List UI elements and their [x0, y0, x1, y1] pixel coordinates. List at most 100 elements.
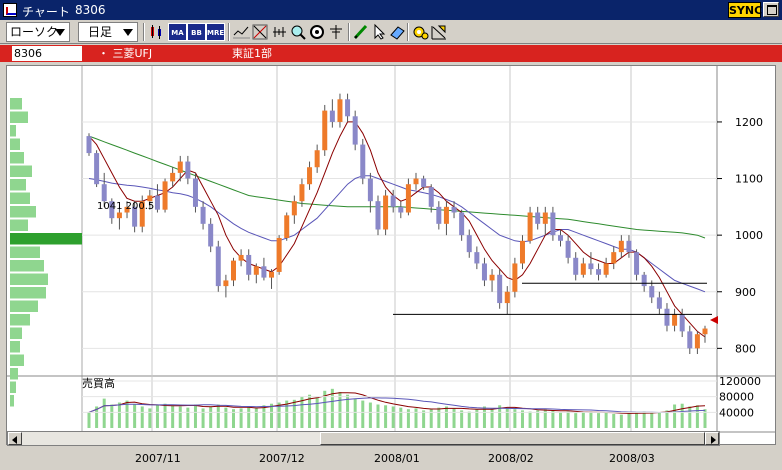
ma-icon[interactable]: MA — [168, 23, 187, 41]
cross-icon[interactable] — [251, 23, 270, 41]
candle-body — [246, 254, 252, 275]
candle-body — [519, 240, 525, 264]
candle-body — [421, 178, 427, 188]
scale-icon[interactable] — [270, 23, 289, 41]
trend-icon[interactable] — [232, 23, 251, 41]
volume-bar — [680, 403, 684, 428]
line-draw-icon[interactable] — [430, 23, 449, 41]
volume-bar — [475, 409, 479, 428]
date-label: 2008/03 — [609, 452, 655, 465]
volume-profile-label: 1041 200.5 — [97, 201, 154, 212]
volume-bar — [376, 404, 380, 428]
volume-profile-bar — [10, 395, 14, 407]
volume-profile-bar — [10, 368, 18, 380]
volume-bar — [490, 408, 494, 428]
volume-bar — [95, 406, 99, 428]
volume-bar — [604, 412, 608, 428]
candle-body — [527, 212, 533, 241]
candle-body — [337, 99, 343, 122]
date-label: 2007/11 — [135, 452, 181, 465]
volume-bar — [551, 410, 555, 428]
volume-bar — [460, 410, 464, 428]
price-tick-label: 900 — [735, 286, 756, 299]
candle-body — [390, 195, 396, 207]
volume-bar — [110, 404, 114, 428]
candle-body — [352, 116, 358, 145]
candle-body — [481, 263, 487, 281]
volume-bar — [391, 406, 395, 428]
scroll-right-button[interactable] — [705, 432, 719, 445]
price-tick-label: 1000 — [735, 229, 763, 242]
eraser-icon[interactable] — [388, 23, 407, 41]
candle-body — [132, 206, 138, 227]
symbol-bar: 8306 ・ 三菱UFJ 東証1部 — [0, 45, 782, 62]
candle-body — [649, 286, 655, 298]
candle-body — [634, 252, 640, 275]
symbol-code-field[interactable]: 8306 — [12, 46, 82, 61]
arrow-left-icon — [12, 436, 17, 444]
volume-bar — [384, 405, 388, 428]
candle-body — [147, 195, 153, 202]
sync-button[interactable]: SYNC — [728, 2, 763, 18]
volume-bar — [543, 409, 547, 428]
horizontal-scrollbar[interactable] — [7, 431, 720, 446]
chart-panel[interactable]: 1200 1100 1000 900 800 120000 80000 40000 売買高 … — [6, 65, 776, 445]
candle-body — [94, 153, 100, 185]
volume-bar — [536, 410, 540, 428]
volume-profile-bar — [10, 206, 36, 218]
volume-bar — [452, 408, 456, 428]
scroll-left-button[interactable] — [8, 432, 22, 445]
maximize-button[interactable] — [763, 2, 779, 17]
volume-bar — [437, 407, 441, 428]
price-tick-label: 800 — [735, 342, 756, 355]
volume-bar — [163, 403, 167, 428]
volume-profile-bar — [10, 300, 38, 312]
period-dropdown[interactable]: 日足 — [78, 22, 138, 42]
volume-bar — [414, 408, 418, 428]
candle-body — [230, 260, 236, 281]
volume-bar — [589, 411, 593, 428]
candle-body — [611, 252, 617, 264]
candle-body — [580, 263, 586, 275]
candle-body — [672, 314, 678, 326]
candle-body — [596, 269, 602, 275]
period-label: 日足 — [88, 25, 113, 39]
pencil-icon[interactable] — [352, 23, 371, 41]
candle-body — [162, 181, 168, 210]
crosshair-icon[interactable] — [327, 23, 346, 41]
volume-bar — [201, 408, 205, 428]
pointer-icon[interactable] — [370, 23, 389, 41]
chart-type-dropdown[interactable]: ローソク — [6, 22, 70, 42]
volume-bar — [688, 406, 692, 428]
candle-body — [405, 184, 411, 213]
config-icon[interactable] — [308, 23, 327, 41]
volume-bar — [171, 405, 175, 428]
price-tick-label: 1200 — [735, 116, 763, 129]
candle-body — [170, 172, 176, 182]
candle-settings-icon[interactable] — [148, 23, 167, 41]
volume-bar — [429, 409, 433, 428]
volume-bar — [673, 404, 677, 428]
volume-bar — [117, 402, 121, 428]
candle-body — [185, 161, 191, 179]
candle-body — [139, 201, 145, 227]
volume-bar — [346, 394, 350, 428]
mre-icon[interactable]: MRE — [206, 23, 225, 41]
candle-body — [291, 201, 297, 216]
volume-tick-label: 120000 — [719, 375, 761, 388]
volume-bar — [482, 406, 486, 428]
bb-icon[interactable]: BB — [187, 23, 206, 41]
volume-bar — [574, 413, 578, 428]
magnifier-icon[interactable] — [289, 23, 308, 41]
candle-body — [276, 237, 282, 272]
volume-bar — [665, 410, 669, 428]
scrollbar-thumb[interactable] — [320, 432, 705, 445]
gear-icon[interactable] — [411, 23, 430, 41]
candle-body — [489, 274, 495, 281]
volume-axis-ticks: 120000 80000 40000 — [82, 375, 761, 419]
volume-bar — [270, 403, 274, 428]
volume-bar — [262, 405, 266, 428]
volume-bar — [559, 412, 563, 428]
volume-profile-bar — [10, 260, 44, 272]
